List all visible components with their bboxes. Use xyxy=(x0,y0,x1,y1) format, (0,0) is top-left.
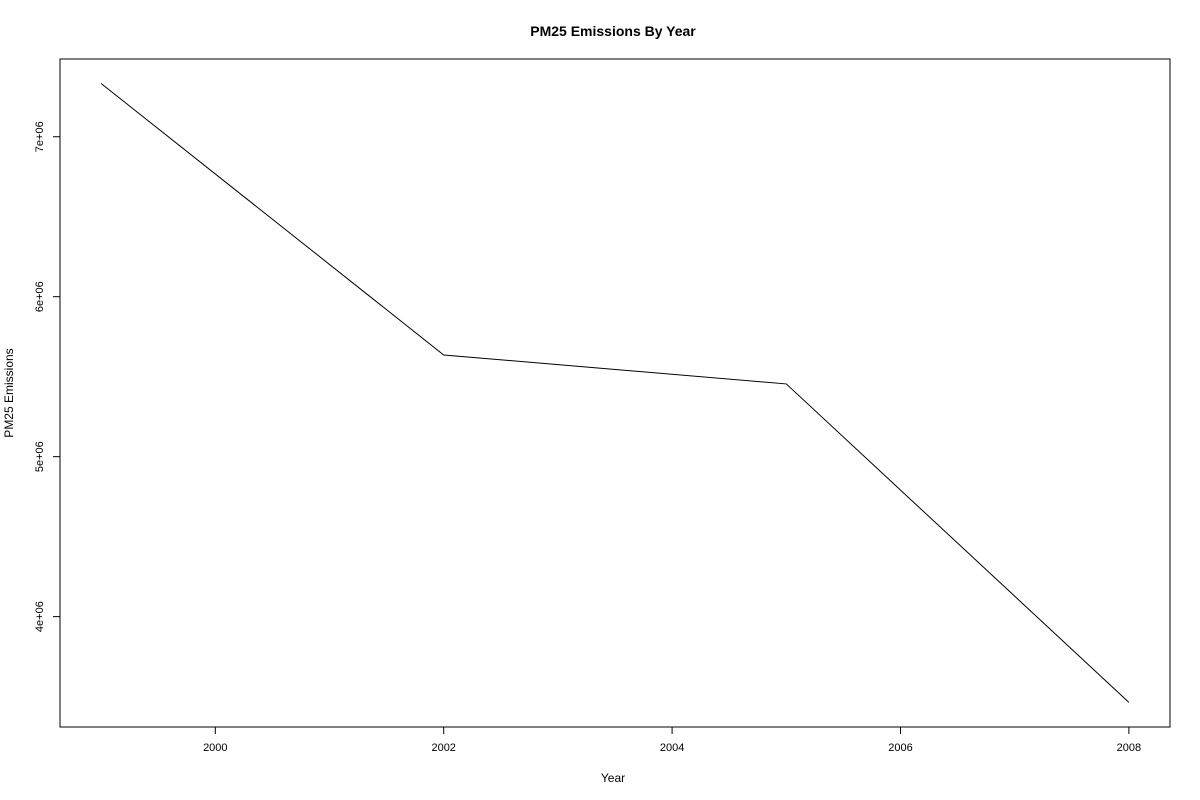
series-line xyxy=(100,83,1130,703)
y-axis-label: PM25 Emissions xyxy=(2,348,16,437)
y-tick-label: 5e+06 xyxy=(34,441,46,472)
x-tick-label: 2004 xyxy=(660,742,684,754)
x-tick-label: 2002 xyxy=(431,742,455,754)
y-axis: 4e+06 5e+06 6e+06 7e+06 xyxy=(34,121,60,632)
x-axis-label: Year xyxy=(601,771,625,785)
series-layer xyxy=(100,83,1130,703)
y-tick-label: 6e+06 xyxy=(34,281,46,312)
x-tick-label: 2008 xyxy=(1117,742,1141,754)
chart-title: PM25 Emissions By Year xyxy=(530,23,696,39)
y-tick-label: 7e+06 xyxy=(34,121,46,152)
y-tick-label: 4e+06 xyxy=(34,601,46,632)
x-axis: 2000 2002 2004 2006 2008 xyxy=(203,727,1141,754)
x-tick-label: 2006 xyxy=(888,742,912,754)
x-tick-label: 2000 xyxy=(203,742,227,754)
plot-frame xyxy=(59,58,1171,728)
